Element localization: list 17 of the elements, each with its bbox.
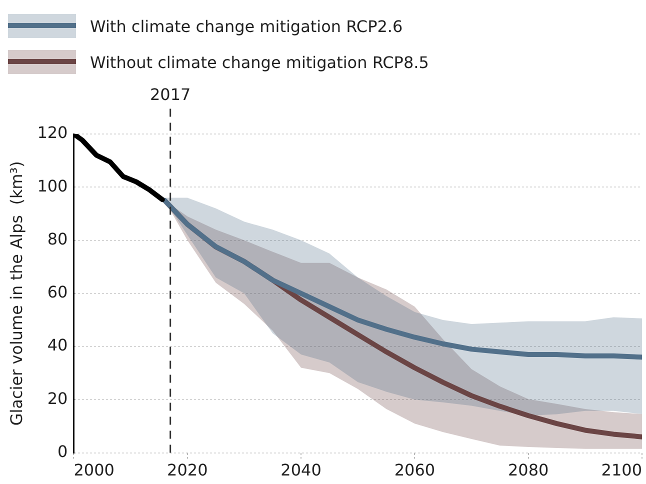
x-tick-label: 2100 — [601, 460, 642, 480]
legend-label: Without climate change mitigation RCP8.5 — [90, 52, 429, 72]
x-tick-label: 2040 — [280, 460, 322, 480]
legend-label: With climate change mitigation RCP2.6 — [90, 16, 403, 36]
x-tick-label: 2060 — [394, 460, 436, 480]
x-tick-label: 2000 — [74, 460, 114, 480]
y-tick-label: 100 — [37, 176, 68, 196]
y-tick-label: 60 — [47, 282, 68, 302]
y-tick-label: 0 — [58, 442, 68, 461]
y-tick-label: 120 — [37, 123, 68, 142]
y-tick-label: 20 — [47, 388, 68, 408]
ref-line-label: 2017 — [150, 85, 191, 104]
x-tick-label: 2020 — [167, 460, 208, 480]
y-axis-title: Glacier volume in the Alps (km³) — [6, 161, 26, 426]
y-tick-label: 40 — [47, 336, 68, 355]
y-tick-label: 80 — [47, 229, 68, 248]
x-tick-label: 2080 — [508, 460, 549, 480]
